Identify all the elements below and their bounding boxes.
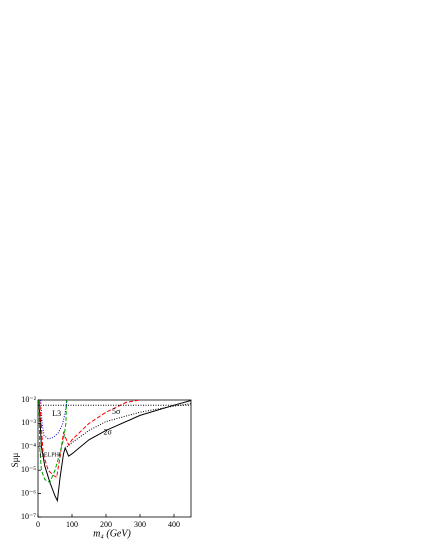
x-tick-label: 300 bbox=[134, 520, 146, 529]
series-line bbox=[38, 399, 192, 503]
series-line bbox=[66, 403, 192, 448]
x-tick-label: 100 bbox=[66, 520, 78, 529]
series-line bbox=[39, 399, 141, 479]
y-tick-label: 10⁻⁷ bbox=[21, 512, 36, 521]
y-tick-label: 10⁻⁴ bbox=[21, 442, 36, 451]
series-line bbox=[38, 399, 68, 484]
annotation: L3 bbox=[52, 409, 61, 418]
annotation: 5σ bbox=[112, 407, 121, 416]
y-tick-label: 10⁻⁶ bbox=[21, 488, 36, 497]
y-tick-label: 10⁻³ bbox=[21, 418, 36, 427]
annotation: DELPHI bbox=[40, 452, 61, 458]
x-axis-label: m₄ (GeV) bbox=[93, 528, 131, 539]
x-tick-label: 400 bbox=[168, 520, 180, 529]
x-tick-label: 0 bbox=[36, 520, 40, 529]
y-axis-label: Sμμ bbox=[10, 452, 20, 467]
y-tick-label: 10⁻² bbox=[21, 395, 36, 404]
y-tick-label: 10⁻⁵ bbox=[21, 465, 36, 474]
plot-frame bbox=[37, 399, 192, 518]
x-tick-label: 200 bbox=[100, 520, 112, 529]
annotation: 2σ bbox=[104, 428, 113, 437]
